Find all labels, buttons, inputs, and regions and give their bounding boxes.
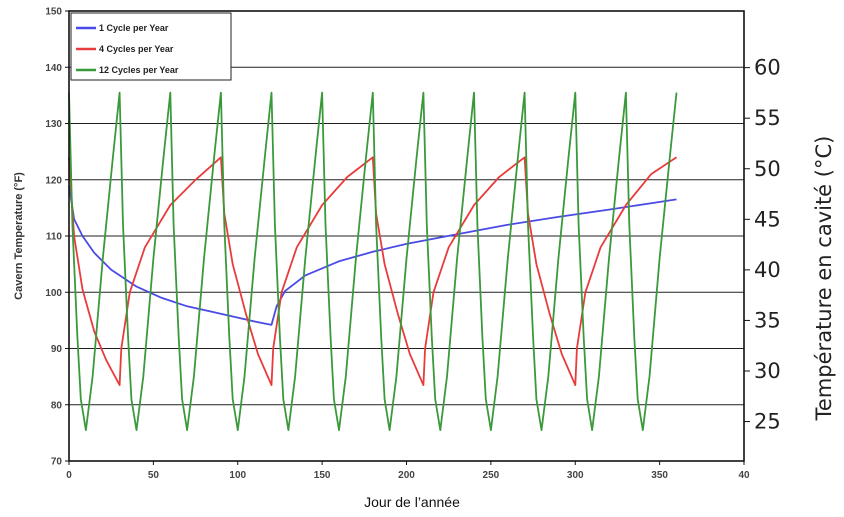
y-right-tick-label-35: 35 [754, 308, 781, 332]
y-right-tick-label-55: 55 [754, 106, 781, 130]
y-right-tick-label-45: 45 [754, 207, 781, 231]
y-tick-label-110: 110 [46, 232, 63, 243]
y-right-tick-label-25: 25 [754, 410, 781, 434]
series-lines [68, 91, 678, 431]
x-tick-label-0: 0 [66, 470, 72, 481]
x-tick-label-200: 200 [398, 470, 415, 481]
y-right-tick-label-60: 60 [754, 56, 781, 80]
y-axis-label-left: Cavern Temperature (°F) [13, 172, 25, 300]
y-tick-label-70: 70 [51, 457, 63, 468]
y-right-tick-label-30: 30 [754, 359, 781, 383]
x-axis-label: Jour de l’année [364, 494, 460, 510]
legend-label-1-cycle: 1 Cycle per Year [99, 23, 169, 33]
y-right-tick-label-40: 40 [754, 258, 781, 282]
legend-label-12-cycles: 12 Cycles per Year [99, 65, 179, 75]
y-tick-label-150: 150 [45, 7, 62, 18]
x-tick-label-400: 40 [738, 470, 750, 481]
series-line-1-cycle-per-year [68, 185, 677, 326]
x-tick-label-150: 150 [314, 470, 331, 481]
x-tick-label-100: 100 [229, 470, 246, 481]
legend-label-4-cycles: 4 Cycles per Year [99, 44, 174, 54]
y-tick-label-100: 100 [45, 288, 62, 299]
legend-box [70, 12, 232, 81]
y-tick-label-80: 80 [51, 400, 63, 411]
series-line-4-cycles-per-year [68, 156, 677, 386]
x-tick-label-350: 350 [651, 470, 668, 481]
series-line-12-cycles-per-year [68, 91, 678, 431]
x-tick-label-300: 300 [567, 470, 584, 481]
x-tick-label-50: 50 [148, 470, 160, 481]
y-tick-label-120: 120 [45, 175, 62, 186]
y-tick-label-140: 140 [45, 63, 62, 74]
y-axis-label-right: Température en cavité (°C) [812, 136, 836, 422]
y-tick-label-90: 90 [51, 344, 63, 355]
legend: 1 Cycle per Year 4 Cycles per Year 12 Cy… [70, 12, 232, 81]
y-right-tick-label-50: 50 [754, 157, 781, 181]
x-tick-label-250: 250 [483, 470, 500, 481]
axis-ticks: 70 80 90 100 110 120 130 140 150 0 50 100 150 200 250 3… [45, 7, 780, 482]
y-tick-label-130: 130 [45, 119, 62, 130]
